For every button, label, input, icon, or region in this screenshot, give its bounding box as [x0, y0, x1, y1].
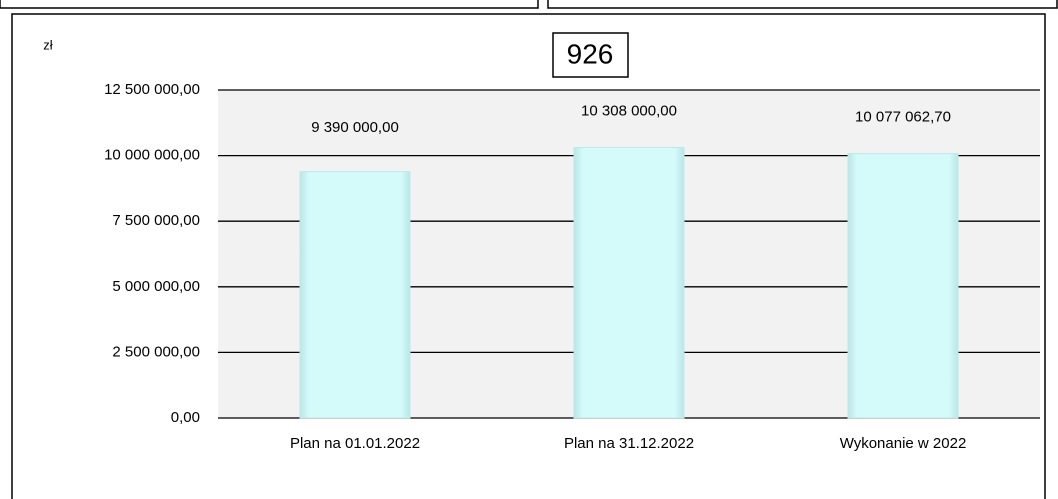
top-panel-left [0, 0, 539, 9]
y-tick-label: 7 500 000,00 [112, 212, 200, 229]
bar [847, 153, 959, 419]
title-box [552, 32, 629, 78]
y-tick-label: 2 500 000,00 [112, 343, 200, 360]
x-tick-label: Plan na 01.01.2022 [290, 435, 420, 452]
y-tick-label: 10 000 000,00 [104, 147, 200, 164]
top-panel-right [547, 0, 1058, 9]
x-tick-label: Wykonanie w 2022 [840, 435, 967, 452]
data-label: 10 077 062,70 [855, 109, 951, 126]
y-tick-label: 12 500 000,00 [104, 81, 200, 98]
data-label: 9 390 000,00 [311, 119, 399, 136]
bar [299, 171, 411, 419]
chart-frame [11, 13, 1046, 499]
data-label: 10 308 000,00 [581, 102, 677, 119]
y-tick-label: 0,00 [171, 409, 200, 426]
x-tick-label: Plan na 31.12.2022 [564, 435, 694, 452]
y-tick-label: 5 000 000,00 [112, 278, 200, 295]
bar [573, 147, 685, 419]
y-axis-label: zł [43, 37, 53, 52]
chart-title: 926 [567, 38, 614, 69]
